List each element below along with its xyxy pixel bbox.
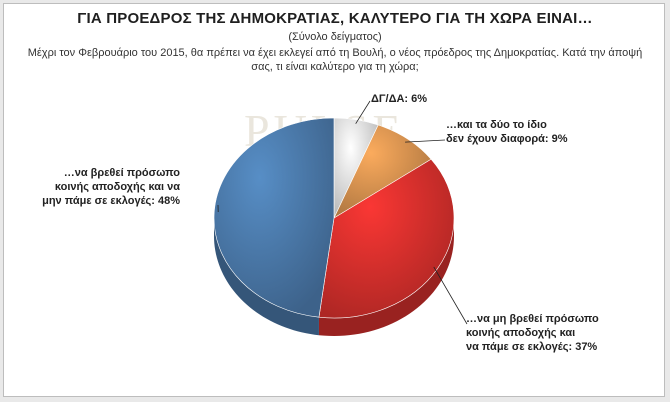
survey-question: Μέχρι τον Φεβρουάριο του 2015, θα πρέπει… xyxy=(10,46,660,74)
leader-line-elections xyxy=(433,266,468,325)
chart-title: ΓΙΑ ΠΡΟΕΔΡΟΣ ΤΗΣ ΔΗΜΟΚΡΑΤΙΑΣ, ΚΑΛΥΤΕΡΟ Γ… xyxy=(77,10,593,27)
slice-label-no-difference: …και τα δύο το ίδιο δεν έχουν διαφορά: 9… xyxy=(446,119,568,145)
pie-side-consensus xyxy=(214,218,319,336)
chart-subtitle: (Σύνολο δείγματος) xyxy=(288,31,382,43)
pie-leader-lines xyxy=(217,100,468,325)
pie-side-elections xyxy=(318,218,454,336)
pie-slice-consensus xyxy=(213,117,335,318)
pie-sides xyxy=(214,218,454,336)
slice-label-consensus: …να βρεθεί πρόσωπο κοινής αποδοχής και ν… xyxy=(42,167,180,207)
pie-slice-elections xyxy=(318,158,455,319)
leader-line-dk-na xyxy=(355,100,371,124)
leader-line-no-difference xyxy=(405,139,446,143)
slice-label-elections: …να μη βρεθεί πρόσωπο κοινής αποδοχής κα… xyxy=(466,313,599,353)
survey-question-line-1: Μέχρι τον Φεβρουάριο του 2015, θα πρέπει… xyxy=(27,47,643,59)
slice-label-dk-na: ΔΓ/ΔΑ: 6% xyxy=(371,93,428,105)
pie-slices xyxy=(213,117,455,319)
survey-question-line-2: σας, τι είναι καλύτερο για τη χώρα; xyxy=(251,61,419,73)
